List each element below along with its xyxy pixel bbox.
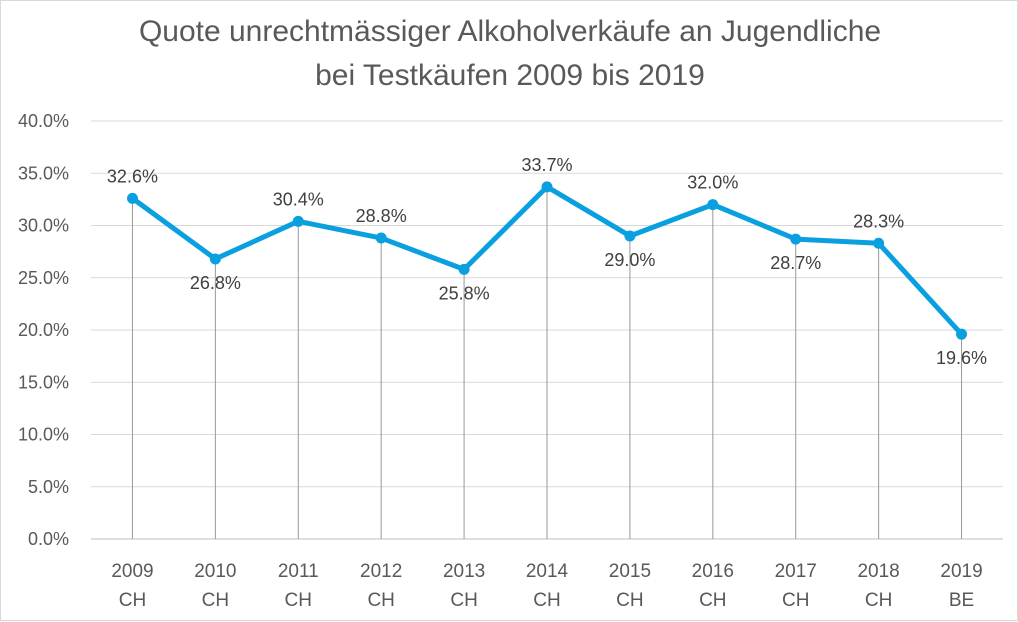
data-point xyxy=(790,233,802,245)
data-point xyxy=(873,237,885,249)
data-label: 28.7% xyxy=(770,253,821,273)
x-tick-label: 2011 xyxy=(278,561,319,582)
data-point xyxy=(126,192,138,204)
x-tick-label: CH xyxy=(533,590,560,611)
x-tick-label: CH xyxy=(202,590,229,611)
x-tick-label: 2013 xyxy=(443,561,485,582)
x-tick-label: CH xyxy=(119,590,146,611)
x-tick-label: 2010 xyxy=(194,561,236,582)
y-tick-label: 20.0% xyxy=(18,320,69,340)
x-tick-label: CH xyxy=(616,590,643,611)
x-tick-label: BE xyxy=(949,590,974,611)
data-label: 33.7% xyxy=(521,155,572,175)
data-label: 32.6% xyxy=(107,166,158,186)
x-tick-label: CH xyxy=(285,590,312,611)
data-point xyxy=(956,328,968,340)
data-label: 25.8% xyxy=(439,283,490,303)
x-tick-label: 2015 xyxy=(609,561,651,582)
data-label: 28.8% xyxy=(356,206,407,226)
data-label: 26.8% xyxy=(190,273,241,293)
data-point xyxy=(458,263,470,275)
x-tick-label: CH xyxy=(865,590,892,611)
data-point xyxy=(707,199,719,211)
y-tick-label: 25.0% xyxy=(18,268,69,288)
data-label: 28.3% xyxy=(853,211,904,231)
x-tick-label: CH xyxy=(450,590,477,611)
y-tick-label: 30.0% xyxy=(18,216,69,236)
x-tick-label: CH xyxy=(699,590,726,611)
y-tick-label: 0.0% xyxy=(28,529,69,549)
data-label: 19.6% xyxy=(936,348,987,368)
x-tick-label: 2012 xyxy=(360,561,402,582)
data-point xyxy=(375,232,387,244)
data-point xyxy=(209,253,221,265)
x-tick-label: 2016 xyxy=(692,561,734,582)
x-tick-label: 2019 xyxy=(940,561,982,582)
data-label: 30.4% xyxy=(273,189,324,209)
data-label: 32.0% xyxy=(687,173,738,193)
x-tick-label: 2018 xyxy=(857,561,899,582)
y-tick-label: 10.0% xyxy=(18,425,69,445)
x-tick-label: 2009 xyxy=(111,561,153,582)
data-point xyxy=(624,230,636,242)
data-label: 29.0% xyxy=(604,250,655,270)
data-point xyxy=(541,181,553,193)
y-tick-label: 5.0% xyxy=(28,477,69,497)
y-tick-label: 35.0% xyxy=(18,163,69,183)
x-tick-label: CH xyxy=(367,590,394,611)
y-tick-label: 15.0% xyxy=(18,372,69,392)
chart-title-line-2: bei Testkäufen 2009 bis 2019 xyxy=(315,59,705,92)
data-point xyxy=(292,215,304,227)
x-tick-label: 2017 xyxy=(775,561,817,582)
x-tick-label: 2014 xyxy=(526,561,569,582)
x-tick-label: CH xyxy=(782,590,809,611)
chart-title-line-1: Quote unrechtmässiger Alkoholverkäufe an… xyxy=(138,15,882,48)
y-tick-label: 40.0% xyxy=(18,111,69,131)
